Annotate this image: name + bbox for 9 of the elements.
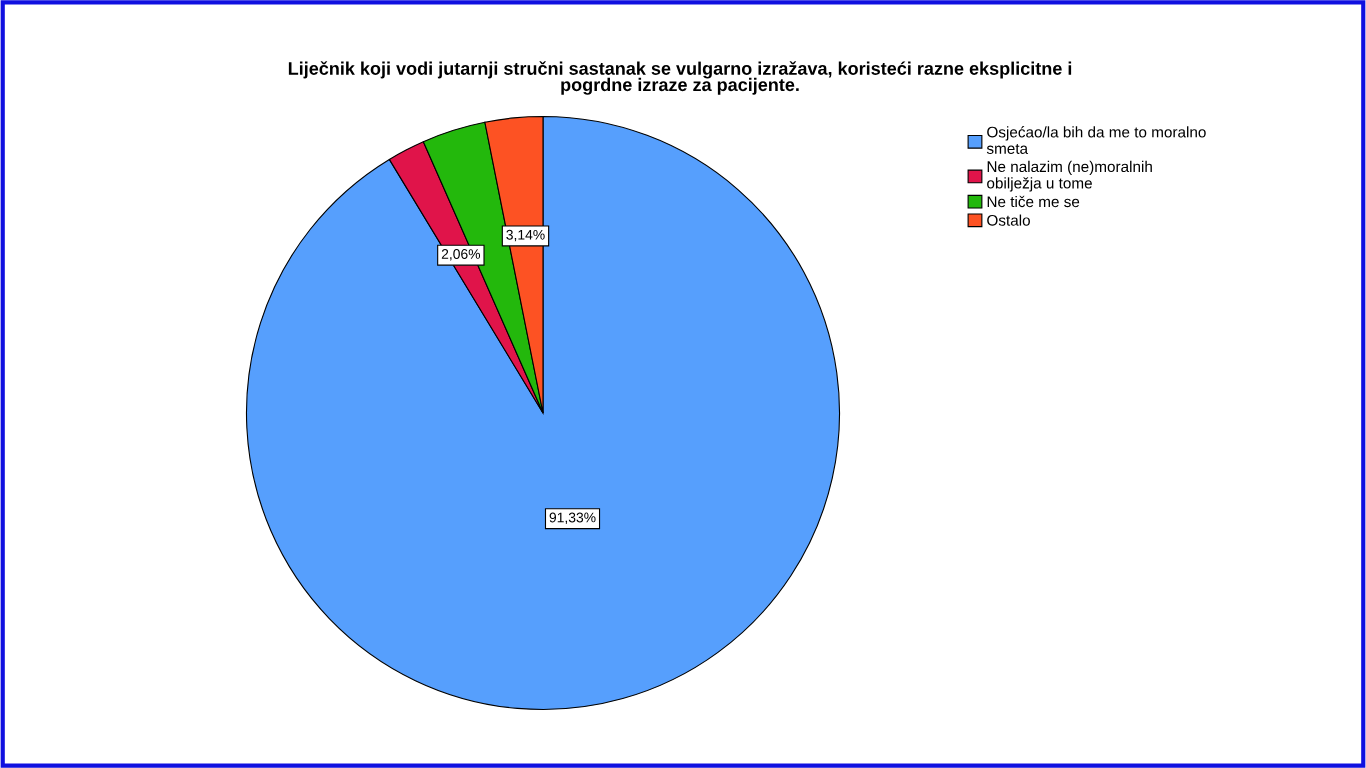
data-label: 91,33% (549, 512, 596, 525)
pie-slice (245, 115, 841, 711)
legend-label: Osjećao/la bih da me to moralno smeta (986, 126, 1206, 154)
data-label: 3,14% (506, 229, 545, 242)
legend-label: Ne nalazim (ne)moralnih obilježja u tome (987, 160, 1152, 192)
data-label: 2,06% (441, 249, 481, 261)
chart-title: Liječnik koji vodi jutarnji stručni sastanak se vulgarno izražava, koristeći razne eksplicitne i pogrdne izraze za pacijente. (288, 61, 1072, 95)
legend-label: Ostalo (987, 214, 1030, 226)
legend-label: Ne tiče me se (987, 195, 1080, 208)
